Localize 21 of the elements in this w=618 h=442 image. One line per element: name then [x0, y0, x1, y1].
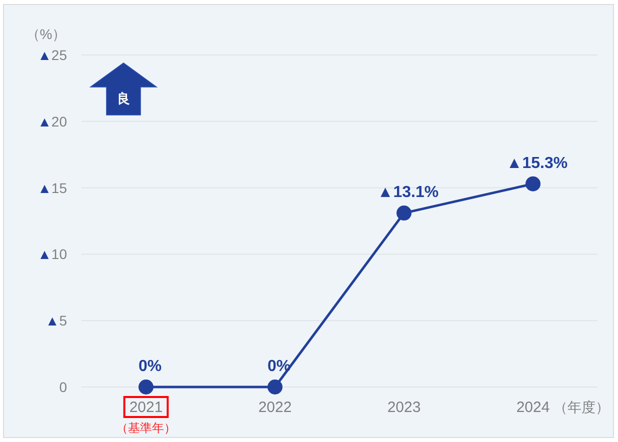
y-tick-label: ▲10	[38, 246, 68, 262]
data-label: 0%	[138, 358, 162, 375]
point	[268, 380, 282, 394]
text: （基準年）	[116, 421, 176, 435]
x-tick-label: 2023	[387, 399, 421, 416]
annotation: 良	[117, 91, 130, 106]
x-axis-title: （年度）	[554, 399, 610, 415]
y-tick-label: 0	[59, 379, 68, 395]
point	[396, 206, 412, 221]
data-label: ▲15.3%	[506, 154, 568, 172]
y-axis-title: （%）	[26, 26, 66, 42]
point	[526, 176, 540, 192]
y-tick-label: ▲20	[38, 113, 68, 130]
y-tick-label: ▲25	[38, 47, 68, 63]
x-tick-label: 2022	[258, 399, 292, 416]
point	[138, 380, 154, 394]
x-tick-label: 2021	[129, 399, 163, 416]
y-tick-label: ▲15	[38, 180, 68, 196]
x-tick-label: 2024	[516, 399, 550, 416]
data-label: ▲13.1%	[377, 184, 439, 202]
y-tick-label: ▲5	[45, 312, 68, 329]
